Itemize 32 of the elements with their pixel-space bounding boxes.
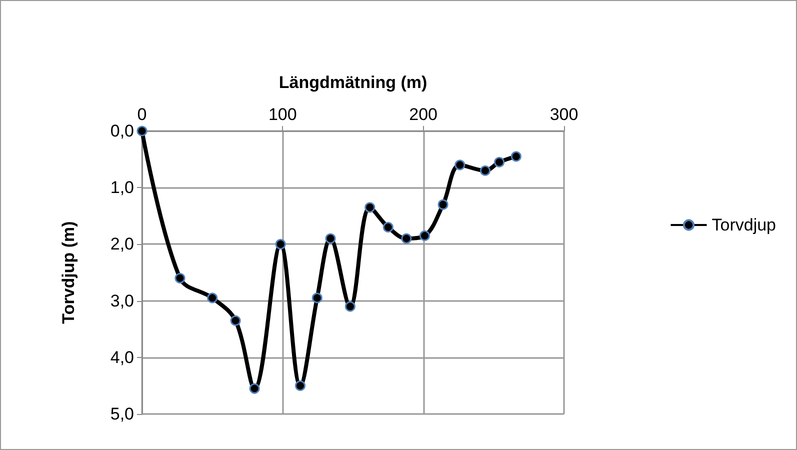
y-tick-label: 0,0: [110, 122, 134, 140]
point: [174, 272, 186, 284]
x-tick-label: 0: [137, 105, 147, 124]
y-tick-label: 5,0: [110, 404, 134, 424]
point: [510, 151, 522, 162]
point: [344, 301, 356, 312]
point: [438, 199, 448, 210]
point: [420, 230, 430, 241]
point: [249, 383, 260, 394]
point: [364, 202, 376, 213]
point: [230, 315, 241, 326]
point: [480, 165, 490, 176]
x-tick-label: 100: [268, 105, 297, 124]
point: [382, 222, 394, 232]
y-tick-label: 1,0: [110, 178, 134, 198]
point: [295, 380, 306, 391]
y-tick-label: 4,0: [110, 348, 134, 367]
x-tick-label: 200: [409, 105, 438, 124]
y-axis-title: Torvdjup (m): [59, 221, 78, 324]
x-axis-title: Längdmätning (m): [278, 73, 428, 92]
point: [494, 156, 505, 168]
x-tick-label: 300: [550, 105, 578, 124]
y-tick-label: 3,0: [110, 291, 134, 310]
point: [312, 292, 322, 304]
point: [401, 233, 412, 244]
y-tick-label: 2,0: [110, 234, 134, 254]
point: [136, 126, 148, 136]
point: [454, 160, 466, 170]
point: [325, 233, 336, 244]
point: [275, 238, 286, 250]
legend-label: Torvdjup: [712, 216, 776, 234]
point: [207, 292, 218, 304]
